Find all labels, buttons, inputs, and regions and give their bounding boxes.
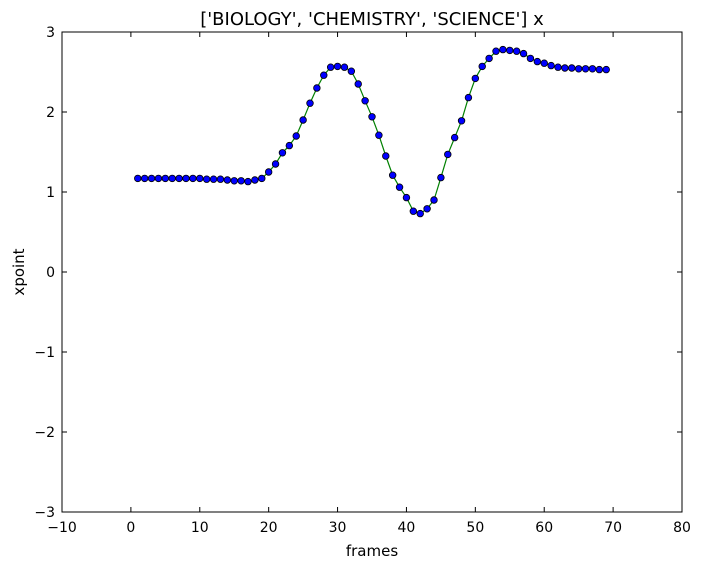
- data-point: [306, 99, 314, 107]
- data-point: [271, 160, 280, 168]
- x-tick-label: −10: [47, 520, 77, 536]
- data-point: [450, 133, 459, 142]
- data-point: [402, 193, 411, 202]
- data-point: [244, 177, 252, 186]
- data-point: [320, 71, 328, 79]
- data-point: [423, 205, 431, 213]
- data-point: [568, 64, 576, 72]
- data-point: [602, 65, 610, 74]
- data-point: [237, 177, 245, 185]
- data-point: [581, 65, 590, 73]
- data-point: [485, 54, 493, 63]
- data-point: [416, 209, 424, 218]
- data-point: [154, 174, 163, 183]
- data-point: [161, 174, 170, 183]
- data-point: [409, 207, 418, 215]
- data-point: [375, 131, 383, 139]
- y-axis-label: xpoint: [10, 248, 28, 295]
- y-tick-label: −2: [34, 425, 55, 441]
- x-tick-label: 10: [191, 520, 209, 536]
- y-tick-label: 3: [46, 25, 55, 41]
- x-tick-label: 60: [535, 520, 553, 536]
- data-point: [512, 47, 521, 55]
- data-point: [333, 62, 342, 71]
- x-tick-label: 20: [260, 520, 278, 536]
- data-point: [499, 45, 507, 54]
- data-point: [313, 84, 321, 92]
- data-point: [340, 63, 349, 71]
- data-point: [395, 183, 404, 191]
- y-tick-label: 2: [46, 105, 55, 121]
- x-tick-label: 80: [673, 520, 691, 536]
- data-point: [444, 150, 452, 159]
- data-point: [140, 174, 149, 183]
- data-point: [382, 152, 390, 160]
- data-point: [230, 177, 238, 185]
- data-point: [168, 174, 176, 183]
- data-point: [202, 175, 211, 183]
- data-point: [388, 171, 397, 179]
- data-point: [196, 174, 204, 183]
- chart-title: ['BIOLOGY', 'CHEMISTRY', 'SCIENCE'] x: [200, 9, 544, 30]
- data-point: [540, 59, 548, 67]
- data-point: [299, 116, 307, 124]
- data-point: [437, 173, 445, 182]
- data-point: [251, 176, 259, 184]
- data-point: [561, 64, 569, 72]
- x-tick-label: 70: [604, 520, 622, 536]
- x-tick-label: 30: [329, 520, 347, 536]
- data-point: [147, 174, 156, 183]
- axis-ticks: [61, 31, 683, 513]
- data-point: [264, 168, 273, 176]
- data-point: [209, 175, 218, 183]
- x-axis-label: frames: [346, 542, 398, 560]
- data-point: [471, 74, 480, 83]
- data-point: [354, 80, 362, 88]
- data-point: [326, 63, 335, 71]
- data-point: [595, 65, 604, 74]
- data-point: [526, 54, 535, 63]
- y-tick-label: −1: [34, 345, 55, 361]
- plot-frame: [61, 31, 683, 513]
- data-point: [554, 63, 562, 71]
- data-point: [285, 141, 294, 150]
- data-point: [547, 61, 555, 70]
- data-point: [464, 93, 473, 102]
- data-point: [189, 174, 197, 183]
- data-point: [519, 49, 528, 58]
- data-point: [361, 97, 369, 105]
- data-point: [506, 46, 514, 55]
- data-points: [134, 45, 610, 218]
- data-point: [574, 65, 583, 73]
- data-point: [478, 62, 486, 71]
- data-point: [182, 174, 190, 183]
- y-tick-label: 1: [46, 185, 55, 201]
- data-point: [216, 175, 225, 183]
- data-point: [278, 149, 287, 157]
- data-point: [492, 47, 500, 55]
- data-point: [430, 196, 438, 204]
- data-point: [457, 117, 466, 125]
- y-tick-label: 0: [46, 265, 55, 281]
- data-point: [368, 113, 376, 121]
- y-tick-label: −3: [34, 505, 55, 521]
- data-point: [223, 176, 232, 184]
- data-point: [588, 65, 597, 73]
- data-point: [533, 57, 542, 66]
- data-point: [134, 174, 142, 183]
- data-point: [258, 174, 266, 183]
- x-tick-label: 0: [126, 520, 135, 536]
- data-point: [347, 67, 356, 75]
- data-point: [292, 132, 300, 140]
- data-point: [175, 174, 183, 183]
- plot-background: [62, 32, 682, 512]
- x-tick-label: 40: [398, 520, 416, 536]
- x-tick-label: 50: [466, 520, 484, 536]
